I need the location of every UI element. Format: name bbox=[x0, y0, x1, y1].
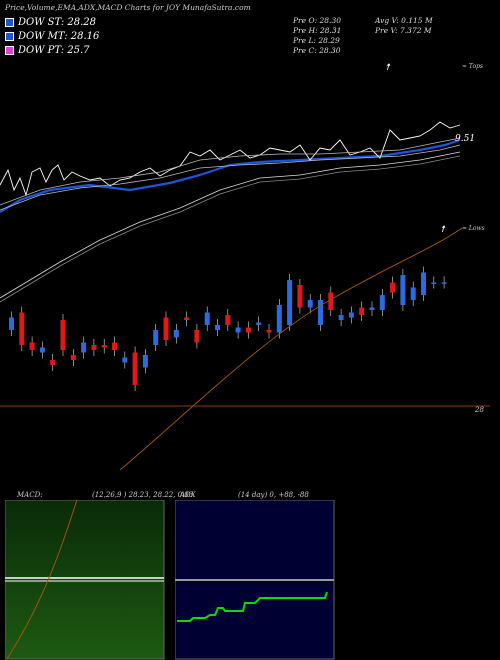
candle bbox=[431, 282, 437, 284]
price-line bbox=[0, 121, 461, 197]
candle bbox=[91, 345, 97, 350]
adx-values: (14 day) 0, +88, -88 bbox=[238, 491, 309, 499]
candle bbox=[101, 345, 107, 348]
candle bbox=[276, 305, 282, 333]
candle bbox=[173, 330, 179, 338]
ohlc-close: Pre C: 28.30 bbox=[293, 46, 341, 55]
ohlc-low: Pre L: 28.29 bbox=[293, 36, 340, 45]
candle bbox=[266, 330, 272, 333]
candle bbox=[369, 307, 375, 310]
candle bbox=[153, 330, 159, 345]
adx-label: ADX bbox=[180, 491, 196, 499]
candle bbox=[225, 315, 231, 325]
macd-trend bbox=[6, 500, 78, 660]
adx-panel bbox=[175, 500, 335, 660]
macd-panel bbox=[5, 500, 165, 660]
candle bbox=[9, 317, 14, 330]
legend-dow-mt: DOW MT: 28.16 bbox=[5, 31, 99, 42]
ohlc-open: Pre O: 28.30 bbox=[293, 16, 341, 25]
candle bbox=[184, 317, 190, 320]
marker-icon-top: ☨ bbox=[385, 63, 391, 73]
macd-bg bbox=[5, 500, 165, 660]
ema-upper-2 bbox=[0, 144, 461, 211]
candle bbox=[348, 312, 354, 318]
candle bbox=[245, 327, 251, 333]
legend-dow-st: DOW ST: 28.28 bbox=[5, 17, 96, 28]
avg-volume: Avg V: 0.115 M bbox=[375, 16, 433, 25]
candle bbox=[122, 357, 128, 363]
candle bbox=[215, 325, 220, 330]
adx-line bbox=[177, 591, 328, 622]
candle bbox=[410, 287, 416, 300]
candle bbox=[400, 275, 406, 305]
candle bbox=[390, 282, 396, 293]
legend-label-pt: DOW PT: 25.7 bbox=[18, 45, 90, 56]
candle bbox=[142, 355, 148, 368]
candle bbox=[421, 272, 426, 295]
macd-values: (12,26,9 ) 28.23, 28.22, 0.03 bbox=[92, 491, 194, 499]
ohlc-high: Pre H: 28.31 bbox=[293, 26, 342, 35]
candle bbox=[307, 300, 313, 308]
candle bbox=[60, 320, 66, 350]
legend-dow-pt: DOW PT: 25.7 bbox=[5, 45, 90, 56]
candle bbox=[359, 307, 365, 315]
legend-swatch-mt bbox=[5, 32, 14, 41]
ema-lower-2 bbox=[0, 155, 461, 303]
ema-blue-line bbox=[0, 138, 461, 213]
candle bbox=[163, 317, 169, 340]
ema-lines bbox=[0, 121, 461, 303]
legend-swatch-pt bbox=[5, 46, 14, 55]
trend-line bbox=[119, 227, 463, 471]
candle bbox=[81, 342, 87, 353]
candle bbox=[328, 292, 334, 310]
candle bbox=[194, 330, 200, 343]
legend-swatch-st bbox=[5, 18, 14, 27]
candle bbox=[29, 342, 35, 350]
candle bbox=[132, 352, 138, 385]
marker-icon-low: ☨ bbox=[440, 225, 446, 235]
candle bbox=[204, 312, 210, 325]
legend-label-st: DOW ST: 28.28 bbox=[18, 17, 97, 28]
macd-label: MACD: bbox=[17, 491, 43, 499]
candle bbox=[379, 295, 385, 310]
candle bbox=[235, 327, 241, 333]
ema-lower bbox=[0, 151, 461, 299]
tops-label: ≈ Tops bbox=[462, 63, 483, 70]
pre-volume: Pre V: 7.372 M bbox=[375, 26, 432, 35]
legend-label-mt: DOW MT: 28.16 bbox=[18, 31, 100, 42]
level-label: 28 bbox=[474, 406, 484, 414]
candle bbox=[318, 300, 323, 325]
candle bbox=[112, 342, 117, 350]
chart-title: Price,Volume,EMA,ADX,MACD Charts for JOY… bbox=[5, 3, 251, 12]
candle bbox=[39, 347, 45, 353]
price-chart: ≈ Tops ≈ Lows 9.51 28 ☨ ☨ bbox=[0, 63, 490, 471]
candle bbox=[70, 355, 76, 360]
candle bbox=[441, 282, 447, 284]
candles bbox=[9, 266, 447, 391]
lows-label: ≈ Lows bbox=[462, 225, 485, 232]
candle bbox=[297, 285, 303, 308]
value-label: 9.51 bbox=[455, 134, 475, 144]
candle bbox=[256, 322, 262, 325]
candle bbox=[287, 280, 293, 325]
candle bbox=[19, 312, 25, 345]
candle bbox=[338, 315, 344, 320]
ema-upper bbox=[0, 137, 461, 206]
candle bbox=[50, 360, 56, 365]
